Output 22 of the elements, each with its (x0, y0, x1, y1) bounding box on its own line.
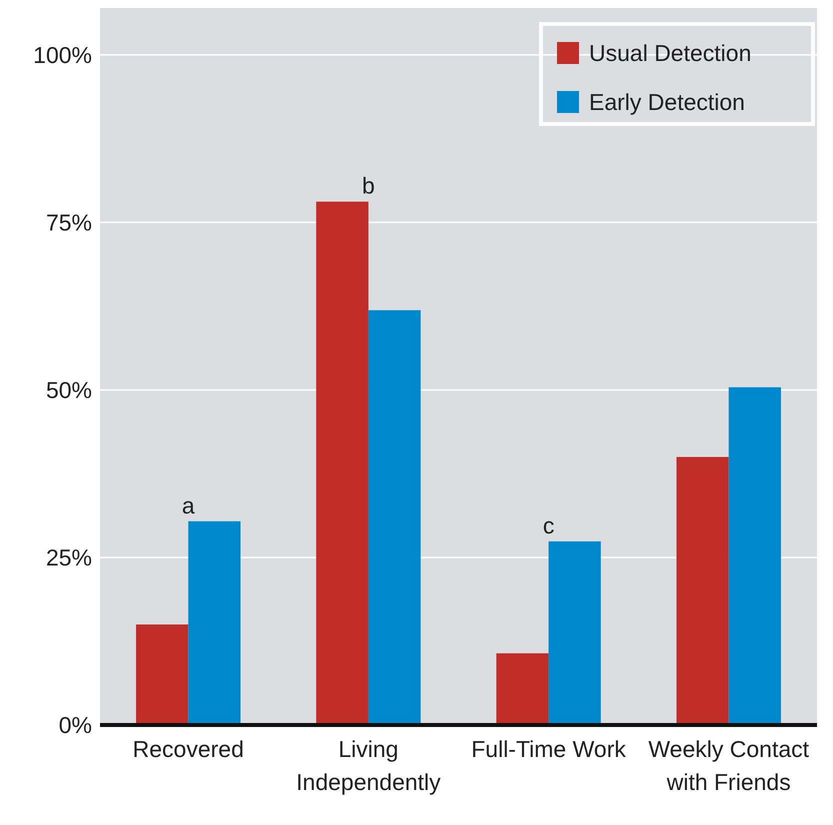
y-tick-label: 100% (33, 42, 92, 68)
bar (728, 387, 781, 725)
y-tick-label: 25% (46, 544, 92, 571)
bar (548, 541, 601, 725)
y-tick-label: 0% (58, 712, 92, 738)
bar (368, 310, 421, 725)
y-tick-label: 50% (46, 377, 92, 404)
annotation: a (182, 492, 195, 518)
bar (496, 653, 549, 725)
annotation: c (542, 512, 554, 538)
x-tick-label: Recovered (132, 736, 244, 762)
bar (188, 521, 241, 725)
x-tick-label: Weekly Contact with Friends (648, 736, 810, 795)
bar (676, 456, 729, 725)
annotation: b (362, 172, 375, 199)
legend-label: Usual Detection (589, 40, 752, 66)
x-tick-label: Living Independently (296, 736, 442, 795)
legend-label: Early Detection (589, 89, 745, 115)
bar (136, 624, 188, 725)
y-tick-label: 75% (46, 209, 92, 236)
x-tick-label: Full-Time Work (471, 736, 626, 762)
bar (316, 202, 368, 725)
